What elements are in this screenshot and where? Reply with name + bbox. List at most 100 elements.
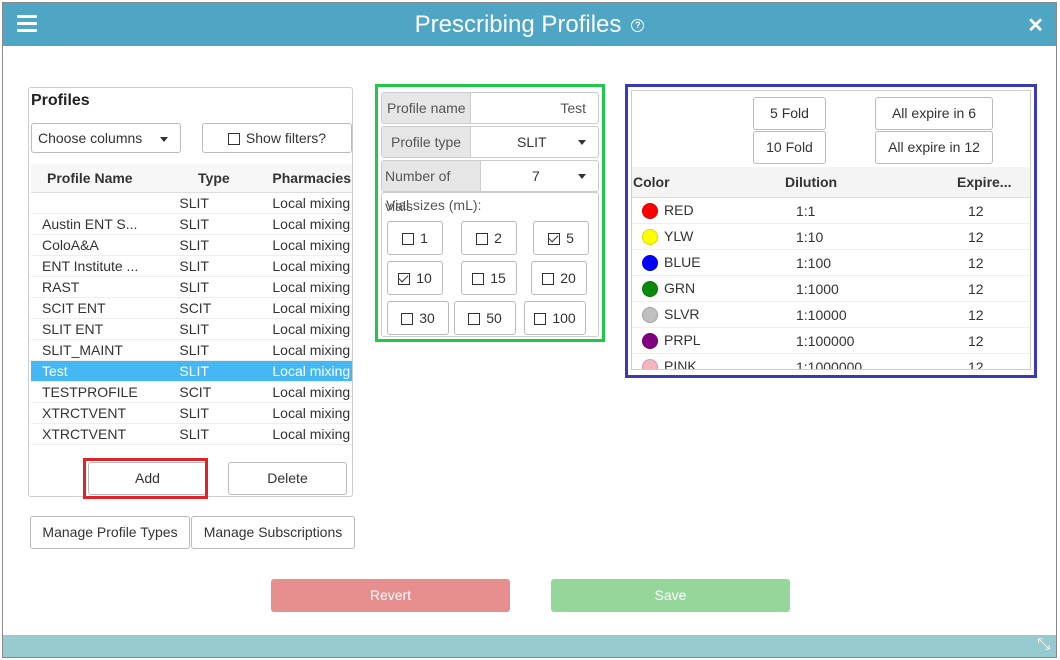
table-row[interactable]: ColoA&A SLIT Local mixing bbox=[31, 234, 352, 256]
color-name: SLVR bbox=[664, 305, 700, 322]
dilution-inner: 5 Fold All expire in 6 10 Fold All expir… bbox=[631, 90, 1031, 370]
menu-icon[interactable] bbox=[17, 15, 37, 33]
chevron-down-icon bbox=[578, 174, 586, 179]
vial-size-toggle[interactable]: 2 bbox=[461, 221, 517, 255]
vial-size-toggle[interactable]: 15 bbox=[461, 261, 517, 295]
close-icon[interactable]: ✕ bbox=[1027, 15, 1044, 37]
table-row[interactable]: XTRCTVENT SLIT Local mixing bbox=[31, 423, 352, 445]
table-row[interactable]: XTRCTVENT SLIT Local mixing bbox=[31, 402, 352, 424]
delete-button[interactable]: Delete bbox=[228, 462, 347, 495]
col-pharmacies[interactable]: Pharmacies bbox=[262, 164, 352, 193]
checkbox-icon bbox=[468, 313, 481, 326]
profile-type-cell: SLIT bbox=[165, 234, 263, 256]
vial-size-toggle[interactable]: 100 bbox=[524, 301, 586, 335]
five-fold-button[interactable]: 5 Fold bbox=[753, 97, 826, 130]
color-name: PRPL bbox=[664, 331, 701, 348]
num-vials-field[interactable]: Number of vials 7 bbox=[381, 160, 599, 214]
profile-name-cell: SLIT_MAINT bbox=[31, 339, 166, 361]
expire-6-button[interactable]: All expire in 6 bbox=[875, 97, 993, 130]
vial-size-toggle[interactable]: 50 bbox=[454, 301, 516, 335]
vial-size-toggle[interactable]: 5 bbox=[533, 221, 589, 255]
col-expire[interactable]: Expire... bbox=[956, 167, 1030, 198]
dilution-table: Color Dilution Expire... RED 1:1 12 YLW 1:10… bbox=[632, 167, 1030, 369]
save-button[interactable]: Save bbox=[551, 579, 790, 612]
vial-size-toggle[interactable]: 30 bbox=[387, 301, 449, 335]
profile-name-label: Profile name bbox=[382, 93, 471, 123]
color-cell: BLUE bbox=[632, 249, 784, 276]
col-type[interactable]: Type bbox=[165, 164, 263, 193]
profile-name-cell: XTRCTVENT bbox=[31, 423, 166, 445]
profile-editor-panel: Profile name Test Profile type SLIT Numb… bbox=[375, 84, 605, 342]
profile-type-field[interactable]: Profile type SLIT bbox=[381, 126, 599, 158]
profile-pharmacy-cell: Local mixing bbox=[262, 318, 352, 340]
add-highlight-box bbox=[83, 458, 208, 499]
table-row[interactable]: SLVR 1:10000 12 bbox=[632, 301, 1030, 328]
profile-name-cell: SLIT ENT bbox=[31, 318, 166, 340]
table-row[interactable]: SLIT_MAINT SLIT Local mixing bbox=[31, 339, 352, 361]
manage-profile-types-button[interactable]: Manage Profile Types bbox=[30, 516, 190, 549]
table-row[interactable]: Austin ENT S... SLIT Local mixing bbox=[31, 213, 352, 235]
col-profile-name[interactable]: Profile Name bbox=[31, 164, 166, 193]
col-color[interactable]: Color bbox=[632, 167, 784, 198]
vial-size-toggle[interactable]: 20 bbox=[531, 261, 587, 295]
color-cell: PRPL bbox=[632, 327, 784, 354]
table-row[interactable]: SCIT ENT SCIT Local mixing bbox=[31, 297, 352, 319]
table-row[interactable]: YLW 1:10 12 bbox=[632, 223, 1030, 250]
help-icon[interactable]: ? bbox=[631, 19, 645, 33]
dilution-cell: 1:100000 bbox=[784, 327, 956, 354]
table-row[interactable]: PINK 1:1000000 12 bbox=[632, 353, 1030, 369]
table-row[interactable]: ENT Institute ... SLIT Local mixing bbox=[31, 255, 352, 277]
expire-cell: 12 bbox=[956, 197, 1030, 224]
table-row[interactable]: SLIT ENT SLIT Local mixing bbox=[31, 318, 352, 340]
table-row[interactable]: Test SLIT Local mixing bbox=[31, 360, 352, 382]
profile-pharmacy-cell: Local mixing bbox=[262, 213, 352, 235]
checkbox-icon bbox=[227, 133, 240, 146]
chevron-down-icon bbox=[160, 136, 169, 142]
profile-type-cell: SLIT bbox=[165, 318, 263, 340]
expire-cell: 12 bbox=[956, 327, 1030, 354]
expire-cell: 12 bbox=[956, 249, 1030, 276]
vial-size-toggle[interactable]: 1 bbox=[387, 221, 443, 255]
expire-cell: 12 bbox=[956, 275, 1030, 302]
profile-type-cell: SCIT bbox=[165, 381, 263, 403]
profile-type-cell: SLIT bbox=[165, 276, 263, 298]
profile-type-cell: SLIT bbox=[165, 192, 263, 214]
profile-name-cell: ENT Institute ... bbox=[31, 255, 166, 277]
vial-size-label: 10 bbox=[416, 270, 432, 286]
profile-pharmacy-cell: Local mixing bbox=[262, 255, 352, 277]
table-row[interactable]: RAST SLIT Local mixing bbox=[31, 276, 352, 298]
profile-pharmacy-cell: Local mixing bbox=[262, 192, 352, 214]
profile-type-select[interactable]: SLIT bbox=[517, 134, 547, 150]
profile-name-input[interactable]: Test bbox=[560, 100, 586, 116]
table-row[interactable]: BLUE 1:100 12 bbox=[632, 249, 1030, 276]
color-cell: SLVR bbox=[632, 301, 784, 328]
checkbox-icon bbox=[534, 313, 547, 326]
resize-icon[interactable]: ⤡ bbox=[1037, 636, 1050, 653]
vial-size-toggle[interactable]: 10 bbox=[387, 261, 443, 295]
expire-12-button[interactable]: All expire in 12 bbox=[875, 131, 993, 164]
num-vials-select[interactable]: 7 bbox=[532, 168, 540, 184]
show-filters-toggle[interactable]: Show filters? bbox=[202, 123, 352, 153]
profile-name-field[interactable]: Profile name Test bbox=[381, 92, 599, 124]
profile-name-cell: XTRCTVENT bbox=[31, 402, 166, 424]
vial-size-label: 50 bbox=[486, 310, 502, 326]
ten-fold-button[interactable]: 10 Fold bbox=[753, 131, 826, 164]
table-row[interactable]: TESTPROFILE SCIT Local mixing bbox=[31, 381, 352, 403]
manage-subscriptions-button[interactable]: Manage Subscriptions bbox=[191, 516, 355, 549]
color-name: BLUE bbox=[664, 253, 701, 270]
expire-cell: 12 bbox=[956, 353, 1030, 369]
revert-button[interactable]: Revert bbox=[271, 579, 510, 612]
table-row[interactable]: SLIT Local mixing bbox=[31, 192, 352, 214]
choose-columns-dropdown[interactable]: Choose columns bbox=[31, 123, 181, 153]
title-text: Prescribing Profiles bbox=[414, 11, 622, 38]
table-row[interactable]: PRPL 1:100000 12 bbox=[632, 327, 1030, 354]
profile-pharmacy-cell: Local mixing bbox=[262, 360, 352, 382]
dilution-cell: 1:1000 bbox=[784, 275, 956, 302]
col-dilution[interactable]: Dilution bbox=[784, 167, 956, 198]
color-dot-icon bbox=[642, 359, 658, 369]
table-row[interactable]: GRN 1:1000 12 bbox=[632, 275, 1030, 302]
color-cell: PINK bbox=[632, 353, 784, 369]
checkbox-icon bbox=[476, 233, 489, 246]
table-row[interactable]: RED 1:1 12 bbox=[632, 197, 1030, 224]
color-dot-icon bbox=[642, 281, 658, 298]
